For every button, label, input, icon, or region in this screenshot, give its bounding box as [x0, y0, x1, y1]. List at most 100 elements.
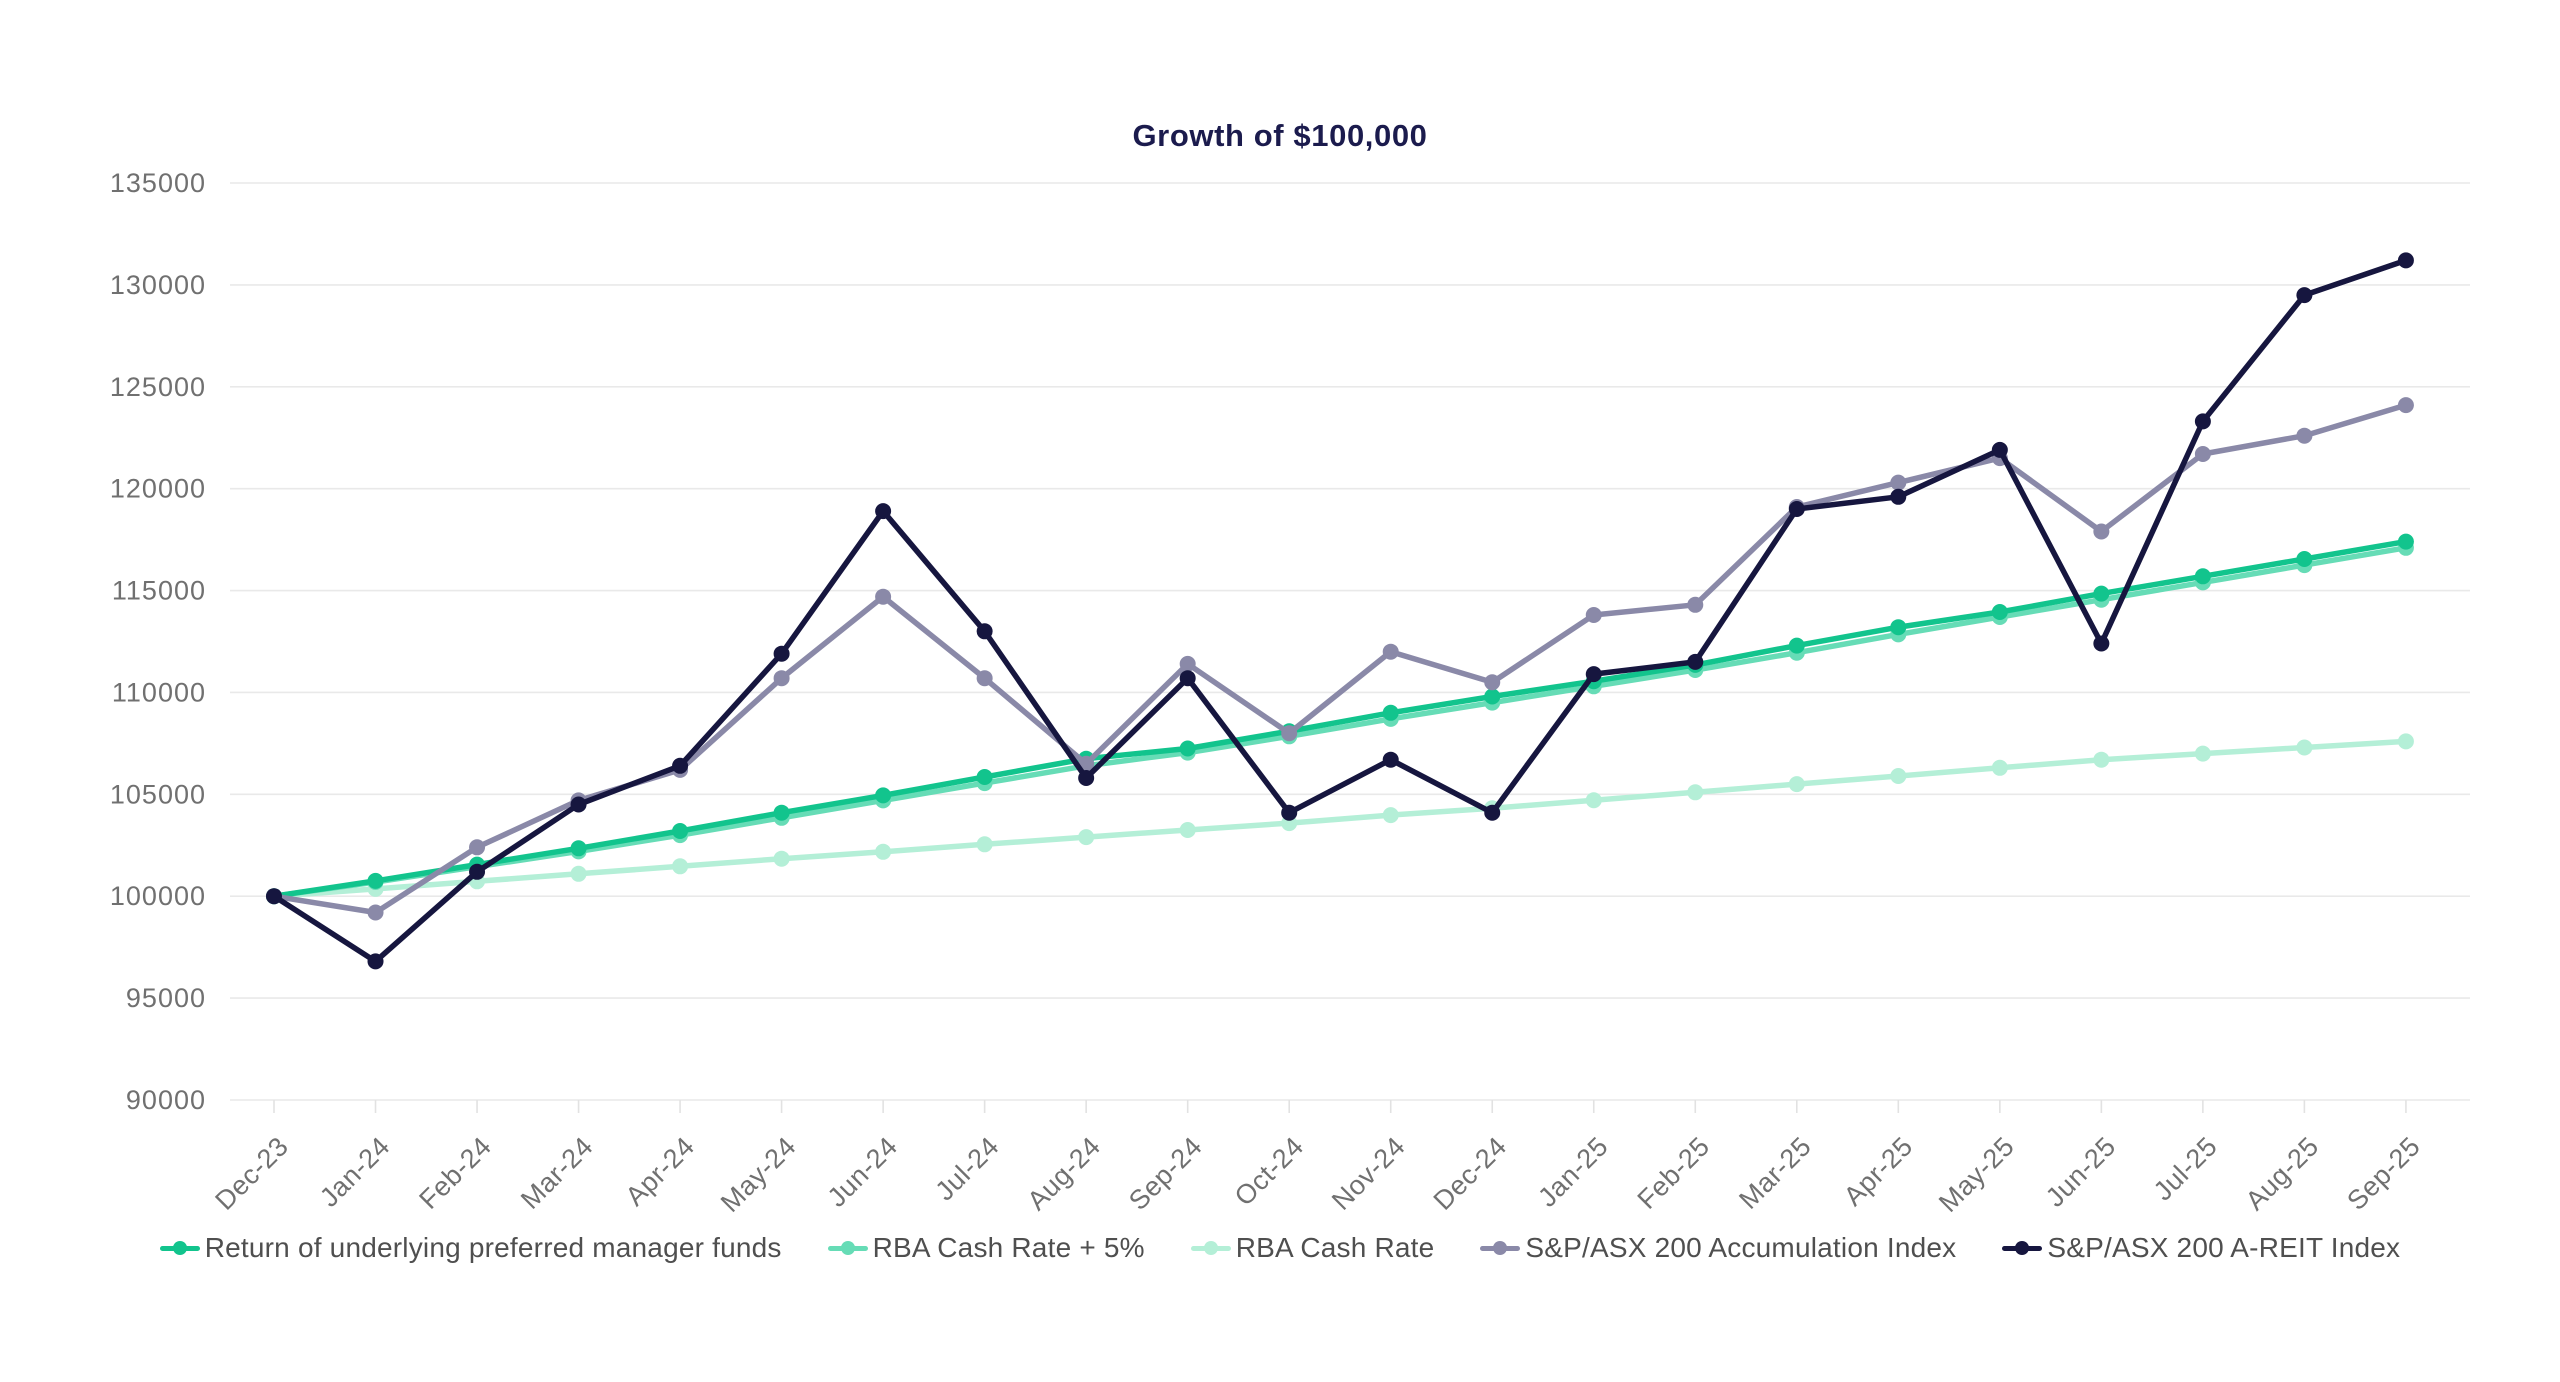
x-axis-tick-label: Aug-25	[2240, 1131, 2325, 1216]
data-point	[1687, 784, 1704, 801]
data-point	[2296, 427, 2313, 444]
data-point	[773, 850, 790, 867]
data-point	[773, 804, 790, 821]
data-point	[875, 787, 892, 804]
data-point	[1890, 768, 1907, 784]
x-axis-tick-label: Mar-24	[515, 1131, 599, 1215]
series-line-3	[271, 402, 2409, 916]
data-point	[1382, 807, 1399, 824]
data-point	[672, 823, 689, 839]
line-dot-marker-icon	[827, 1241, 868, 1255]
series-line-2	[271, 738, 2409, 899]
x-axis-tick-label: Jun-24	[822, 1131, 904, 1213]
x-axis-tick-label: Sep-25	[2341, 1131, 2426, 1216]
data-point	[1991, 604, 2008, 620]
data-point	[1991, 759, 2008, 776]
data-point	[1078, 770, 1095, 786]
x-axis-tick-label: Feb-25	[1632, 1131, 1716, 1215]
y-axis-tick-label: 120000	[110, 474, 206, 504]
data-point	[1281, 725, 1298, 742]
data-point	[1585, 666, 1602, 683]
x-axis-tick-label: Mar-25	[1733, 1131, 1817, 1215]
legend-label: S&P/ASX 200 A-REIT Index	[2047, 1232, 2401, 1263]
y-axis-tick-label: 115000	[112, 576, 206, 606]
x-axis-tick-label: Oct-24	[1229, 1131, 1310, 1212]
data-point	[1484, 674, 1501, 691]
x-axis-tick-label: Jul-24	[930, 1131, 1005, 1206]
x-axis-tick-label: Jan-25	[1532, 1131, 1614, 1213]
data-point	[2093, 523, 2110, 540]
data-point	[2397, 533, 2414, 550]
x-axis-tick-label: Jan-24	[314, 1131, 396, 1213]
x-axis-tick-label: Apr-25	[1838, 1131, 1919, 1212]
data-point	[367, 872, 384, 889]
data-point	[1179, 670, 1196, 687]
series-line-0	[271, 538, 2409, 899]
chart-title: Growth of $100,000	[1132, 118, 1428, 153]
data-point	[672, 858, 689, 875]
y-axis-tick-label: 100000	[110, 881, 206, 911]
y-axis-tick-label: 90000	[126, 1085, 206, 1115]
data-point	[2093, 585, 2110, 602]
data-point	[1281, 804, 1298, 821]
data-point	[1382, 643, 1399, 660]
chart-legend: Return of underlying preferred manager f…	[0, 1232, 2560, 1264]
y-axis-tick-label: 105000	[110, 779, 206, 809]
data-point	[773, 645, 790, 662]
data-point	[1382, 751, 1399, 768]
x-axis-tick-label: Jun-25	[2040, 1131, 2122, 1213]
series-line-4	[271, 257, 2409, 965]
y-axis-tick-label: 125000	[110, 372, 206, 402]
data-point	[2296, 551, 2313, 567]
data-point	[1179, 655, 1196, 672]
legend-item-asx200-accumulation-index[interactable]: S&P/ASX 200 Accumulation Index	[1480, 1232, 1956, 1264]
data-point	[2296, 739, 2313, 756]
data-point	[1585, 792, 1602, 809]
x-axis-tick-label: Feb-24	[413, 1131, 497, 1215]
legend-item-rba-cash-rate[interactable]: RBA Cash Rate	[1190, 1232, 1435, 1264]
legend-label: RBA Cash Rate	[1235, 1232, 1435, 1263]
data-point	[1788, 637, 1805, 654]
y-axis-tick-label: 135000	[110, 168, 206, 198]
y-axis-tick-label: 130000	[110, 270, 206, 300]
x-axis-tick-label: May-24	[715, 1131, 802, 1218]
data-point	[773, 670, 790, 687]
data-point	[469, 863, 486, 880]
data-point	[1788, 776, 1805, 793]
legend-item-manager-funds[interactable]: Return of underlying preferred manager f…	[159, 1232, 782, 1264]
data-point	[976, 623, 993, 640]
x-axis-tick-label: Apr-24	[620, 1131, 701, 1212]
data-point	[1179, 822, 1196, 838]
data-point	[2194, 745, 2211, 762]
data-point	[1585, 607, 1602, 623]
data-point	[875, 503, 892, 520]
y-axis-tick-label: 110000	[112, 677, 206, 707]
legend-item-rba-cash-rate-plus-5[interactable]: RBA Cash Rate + 5%	[827, 1232, 1145, 1264]
data-point	[2296, 287, 2313, 304]
line-dot-marker-icon	[1480, 1241, 1521, 1255]
data-point	[2194, 446, 2211, 462]
data-point	[2093, 751, 2110, 768]
x-axis-tick-label: Aug-24	[1021, 1131, 1106, 1216]
line-dot-marker-icon	[159, 1241, 200, 1255]
data-point	[469, 839, 486, 856]
legend-label: RBA Cash Rate + 5%	[872, 1232, 1145, 1263]
data-point	[1687, 653, 1704, 670]
x-axis-tick-label: Dec-23	[209, 1131, 294, 1216]
data-point	[570, 840, 587, 857]
data-point	[2093, 635, 2110, 652]
data-point	[1788, 501, 1805, 517]
data-point	[976, 836, 993, 853]
data-point	[1382, 704, 1399, 721]
legend-label: S&P/ASX 200 Accumulation Index	[1525, 1232, 1957, 1263]
data-point	[367, 904, 384, 921]
data-point	[1890, 619, 1907, 636]
y-axis-tick-label: 95000	[126, 983, 206, 1013]
x-axis-tick-label: May-25	[1933, 1131, 2020, 1218]
data-point	[1687, 596, 1704, 613]
x-axis-tick-label: Dec-24	[1428, 1131, 1513, 1216]
data-point	[2397, 733, 2414, 750]
data-point	[2194, 568, 2211, 585]
legend-item-asx200-areit-index[interactable]: S&P/ASX 200 A-REIT Index	[2002, 1232, 2400, 1264]
